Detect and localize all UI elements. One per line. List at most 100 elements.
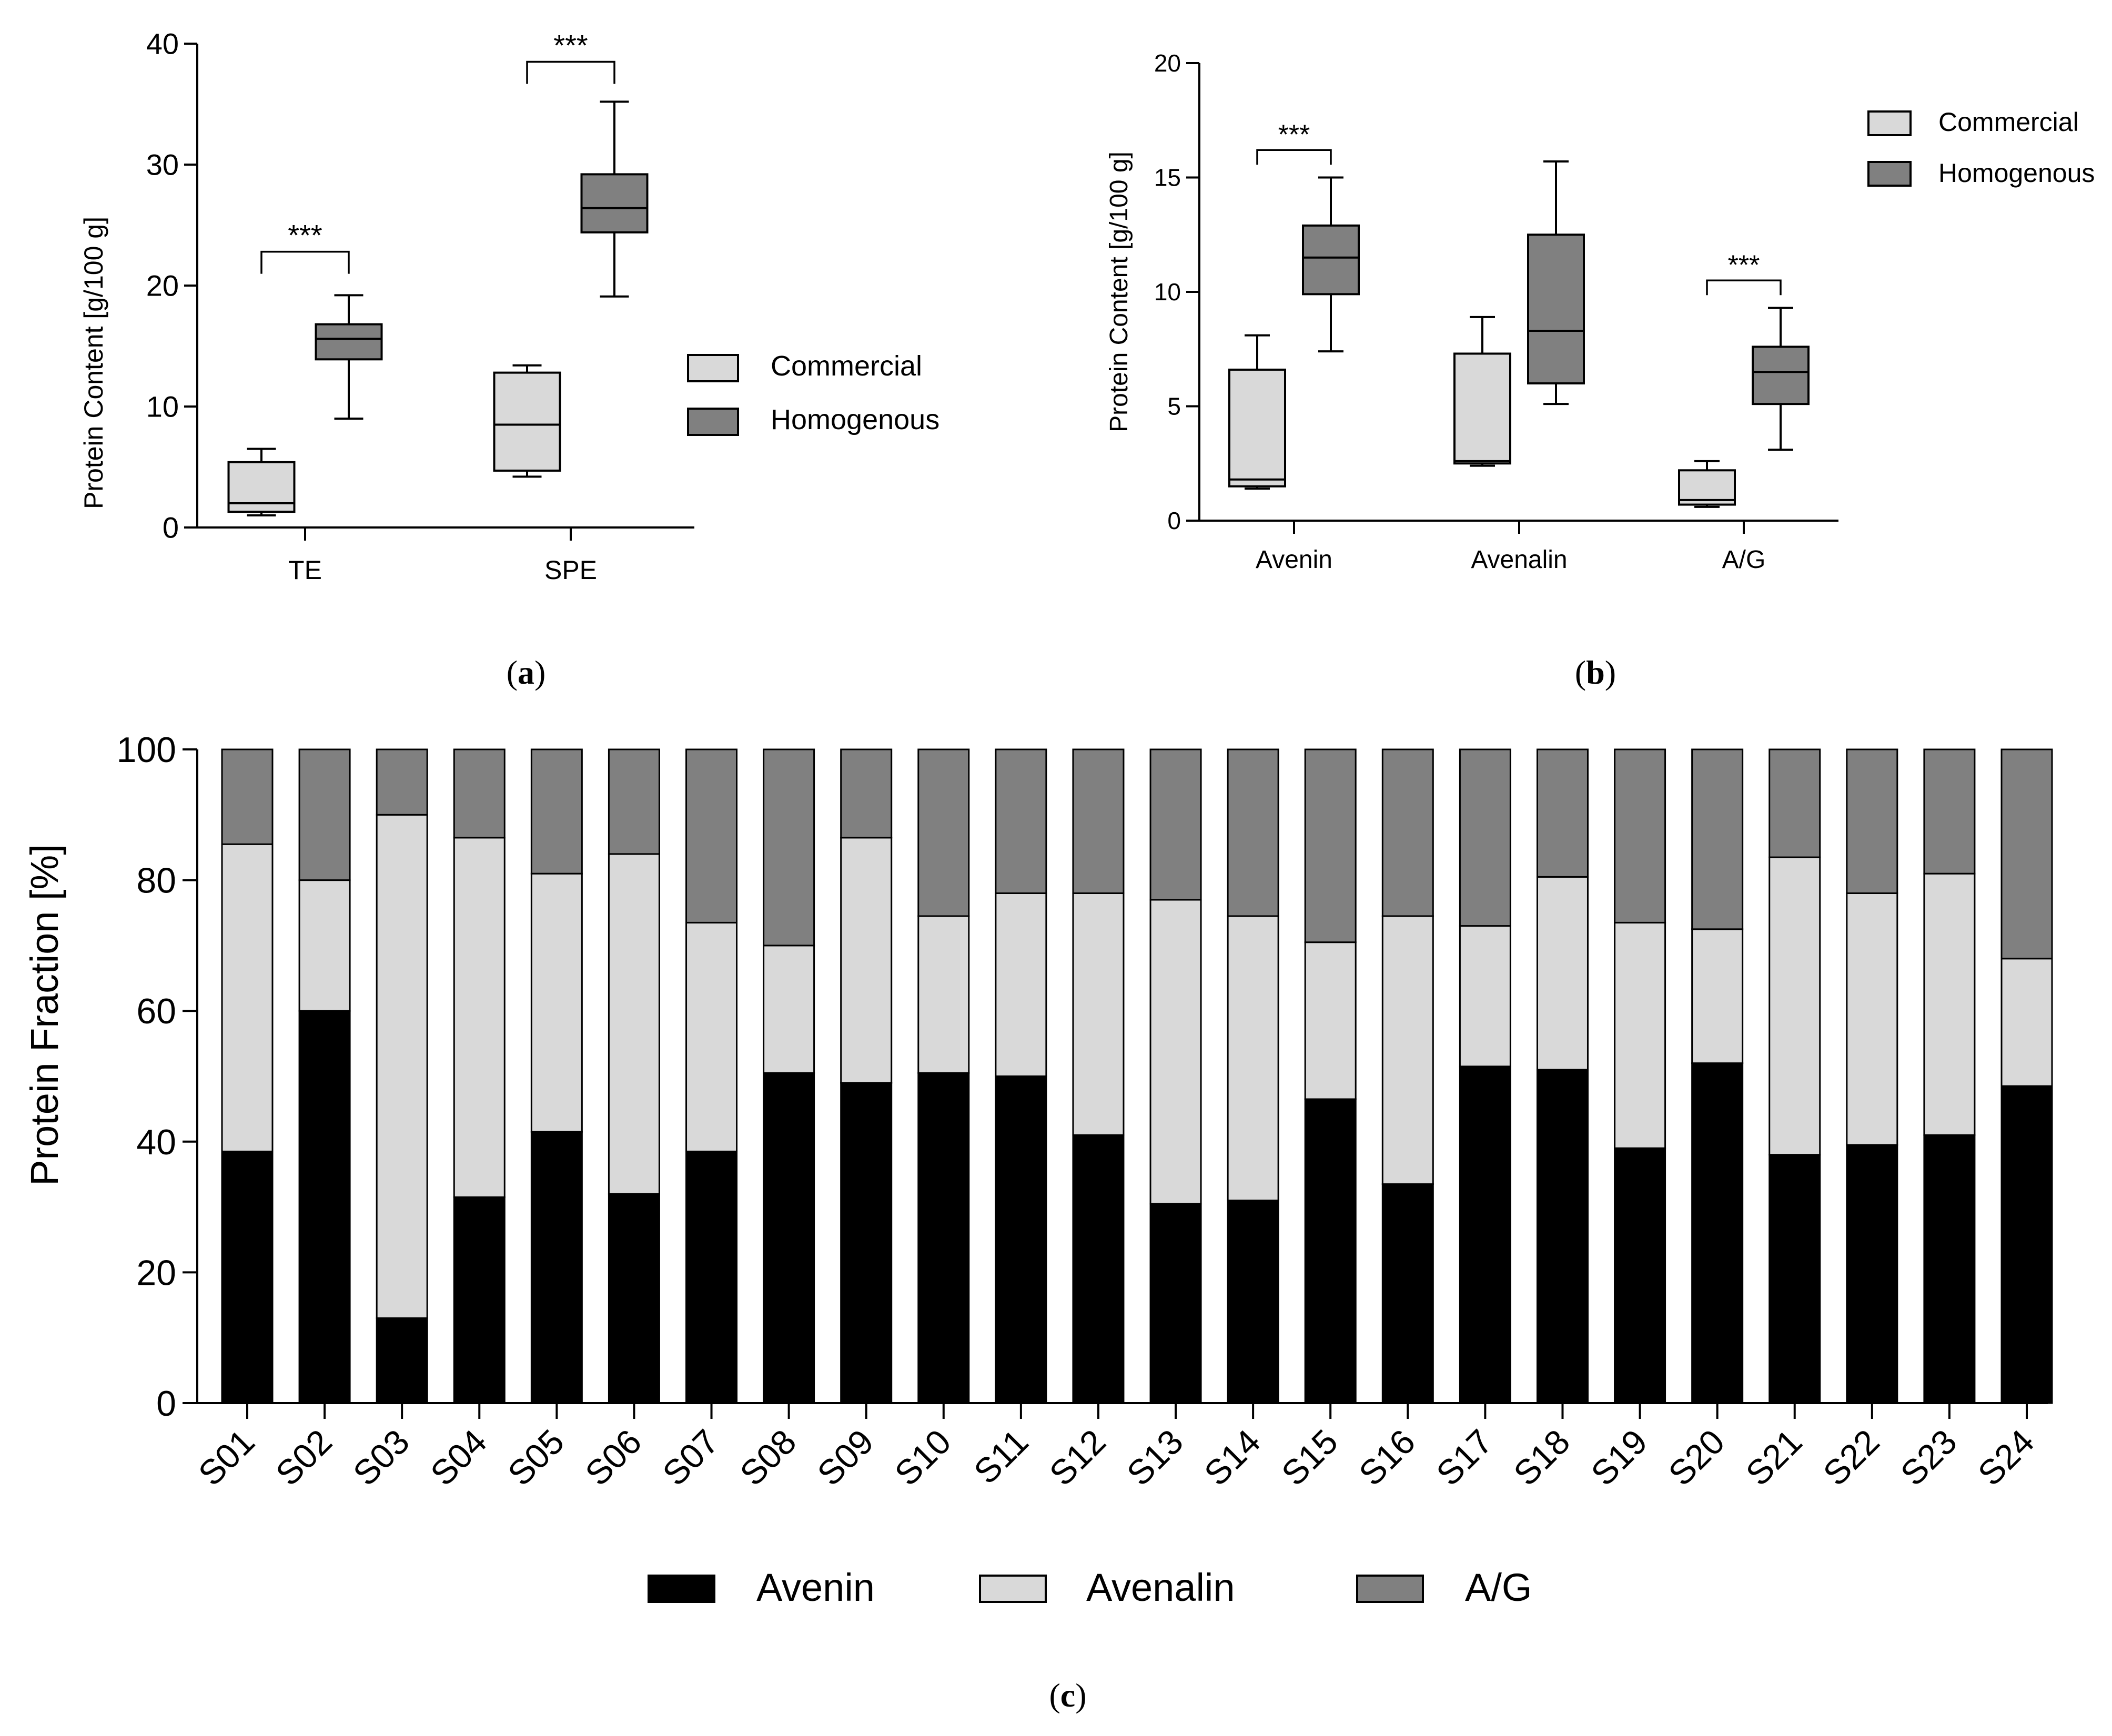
panel-c-x-tick-label-s20: S20: [1661, 1422, 1732, 1493]
panel-c-x-tick-label-s24: S24: [1970, 1422, 2042, 1493]
panel-c-x-tick-label-s21: S21: [1738, 1422, 1809, 1493]
panel-c-x-tick-label-s17: S17: [1429, 1422, 1500, 1493]
panel-a-legend: Commercial Homogenous: [687, 350, 939, 436]
panel-b-caption-letter: b: [1586, 654, 1605, 691]
panel-c-x-tick-label-s04: S04: [423, 1422, 494, 1493]
bar-segment-s08-avenin: [763, 1072, 815, 1404]
panel-a-box-spe-commercial: [493, 364, 561, 478]
panel-b-box-a-g-homogenous: [1752, 307, 1810, 451]
panel-c-y-tick-label: 40: [136, 1122, 176, 1162]
bar-segment-s07-avenin: [685, 1150, 738, 1404]
panel-c-marks: [221, 748, 2053, 1404]
panel-b-box-avenalin-homogenous: [1527, 160, 1585, 405]
panel-c-legend-label-avenin: Avenin: [756, 1566, 875, 1609]
bar-segment-s20-avenin: [1691, 1062, 1744, 1404]
panel-b-box-avenin-commercial-iqr: [1228, 368, 1286, 488]
bar-segment-s06-avenin: [608, 1193, 660, 1404]
bar-segment-s18-avenalin: [1536, 876, 1589, 1071]
panel-b-box-avenin-homogenous-iqr: [1302, 224, 1360, 296]
bar-segment-s21-avenalin: [1769, 856, 1821, 1156]
panel-b-axes: 0 5 10 15 20 Avenin Avenalin A/G: [1154, 49, 1838, 574]
panel-b-significance-avenin-stars: ***: [1278, 119, 1310, 150]
panel-a-significance-te-bracket: [260, 250, 350, 274]
panel-a-x-tick-label-spe: SPE: [544, 555, 597, 585]
bar-segment-s18-avenin: [1536, 1069, 1589, 1404]
panel-a-legend-swatch-commercial: [687, 354, 739, 382]
bar-segment-s11-a-g: [995, 748, 1047, 894]
bar-segment-s18-a-g: [1536, 748, 1589, 878]
panel-c-legend-label-ag: A/G: [1465, 1566, 1532, 1609]
panel-c-caption: (c): [1049, 1677, 1086, 1714]
panel-c-x-tick-label-s18: S18: [1506, 1422, 1577, 1493]
panel-a-box-te-commercial: [227, 448, 296, 516]
bar-segment-s04-avenalin: [453, 837, 506, 1198]
panel-b-marks: *** ***: [1228, 119, 1810, 508]
panel-a-box-te-homogenous: [315, 294, 383, 420]
panel-c-x-tick-label-s11: S11: [966, 1422, 1036, 1491]
panel-b-box-avenin-commercial: [1228, 334, 1286, 490]
bar-segment-s10-avenin: [917, 1072, 970, 1404]
panel-b-y-tick-label: 0: [1167, 507, 1181, 534]
panel-a-box-plot: 0 10 20 30 40 TE SPE *** *** Protein Content [g…: [79, 27, 939, 691]
panel-a-significance-te-stars: ***: [288, 219, 322, 252]
panel-b-y-tick-label: 15: [1154, 164, 1181, 191]
panel-a-legend-label-homogenous: Homogenous: [771, 404, 939, 435]
panel-a-caption-letter: a: [518, 654, 534, 691]
panel-a-axes: 0 10 20 30 40 TE SPE: [146, 27, 694, 585]
panel-c-x-tick-label-s19: S19: [1583, 1422, 1654, 1493]
bar-segment-s13-a-g: [1149, 748, 1202, 901]
panel-c-x-tick-label-s23: S23: [1893, 1422, 1964, 1493]
panel-b-caption-close: ): [1605, 654, 1616, 691]
panel-b-box-a-g-commercial-iqr: [1678, 469, 1736, 506]
bar-segment-s14-avenalin: [1227, 915, 1279, 1202]
panel-b-significance-avenin-bracket: [1256, 149, 1332, 165]
bar-segment-s16-avenin: [1381, 1183, 1434, 1404]
bar-segment-s21-a-g: [1769, 748, 1821, 858]
panel-b-legend: Commercial Homogenous: [1867, 107, 2095, 188]
panel-c-y-axis-label: Protein Fraction [%]: [23, 844, 66, 1186]
panel-a-y-tick-label: 30: [146, 148, 179, 181]
panel-c-legend-swatch-ag: [1356, 1575, 1424, 1603]
panel-b-legend-label-commercial: Commercial: [1938, 107, 2079, 137]
panel-a-caption-open: (: [507, 654, 518, 691]
panel-c-y-tick-label: 60: [136, 991, 176, 1031]
panel-c-legend: Avenin Avenalin A/G: [648, 1566, 1532, 1609]
panel-c-x-tick-label-s15: S15: [1274, 1422, 1345, 1493]
bar-segment-s05-avenin: [530, 1131, 583, 1404]
panel-b-legend-swatch-homogenous: [1867, 161, 1912, 187]
bar-segment-s24-a-g: [2000, 748, 2053, 960]
panel-b-significance-a-g-stars: ***: [1728, 250, 1760, 280]
panel-a-significance-spe-stars: ***: [553, 29, 588, 62]
panel-a-y-tick-label: 0: [163, 511, 179, 544]
panel-a-caption: (a): [507, 654, 546, 691]
panel-c-y-tick-label: 0: [156, 1384, 176, 1424]
panel-b-box-avenalin-homogenous-iqr: [1527, 234, 1585, 384]
bar-segment-s24-avenin: [2000, 1085, 2053, 1404]
bar-segment-s11-avenalin: [995, 892, 1047, 1077]
panel-b-y-axis-label: Protein Content [g/100 g]: [1105, 151, 1133, 432]
panel-b-y-tick-label: 20: [1154, 49, 1181, 77]
bar-segment-s08-avenalin: [763, 945, 815, 1074]
bar-segment-s01-avenalin: [221, 843, 274, 1152]
panel-a-y-axis-label: Protein Content [g/100 g]: [79, 217, 108, 509]
bar-segment-s23-a-g: [1923, 748, 1976, 875]
bar-segment-s09-avenalin: [840, 837, 893, 1084]
bar-segment-s16-a-g: [1381, 748, 1434, 917]
panel-a-marks: *** ***: [227, 29, 649, 516]
bar-segment-s14-avenin: [1227, 1200, 1279, 1404]
bar-segment-s10-avenalin: [917, 915, 970, 1074]
bar-segment-s23-avenin: [1923, 1134, 1976, 1404]
bar-segment-s02-avenin: [298, 1010, 351, 1404]
panel-c-legend-swatch-avenalin: [979, 1575, 1047, 1603]
panel-b-y-tick-label: 10: [1154, 278, 1181, 306]
panel-a-significance-spe-bracket: [526, 60, 615, 84]
panel-c-x-tick-label-s09: S09: [810, 1422, 881, 1493]
bar-segment-s02-avenalin: [298, 879, 351, 1012]
panel-b-y-tick-label: 5: [1167, 393, 1181, 420]
bar-segment-s19-avenin: [1614, 1147, 1666, 1404]
panel-a-legend-swatch-homogenous: [687, 408, 739, 436]
bar-segment-s17-a-g: [1459, 748, 1511, 927]
bar-segment-s17-avenin: [1459, 1065, 1511, 1404]
panel-c-x-tick-label-s07: S07: [655, 1422, 726, 1493]
